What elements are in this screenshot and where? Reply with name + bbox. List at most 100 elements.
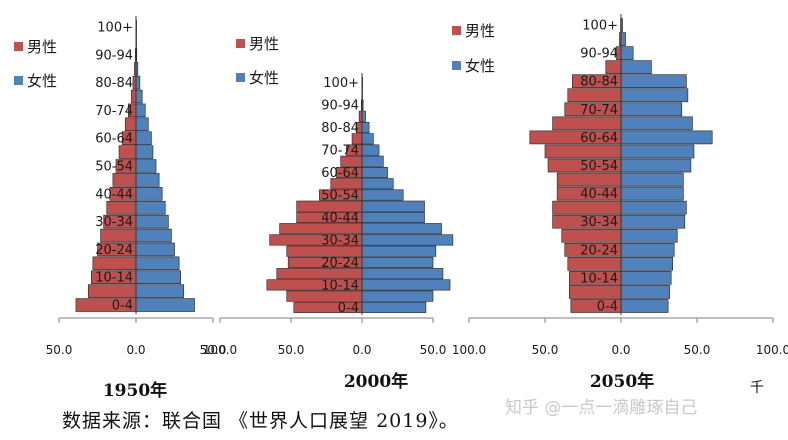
year-caption-2050: 2050年 [590,371,654,392]
bar-female-10-14 [361,279,451,291]
age-label: 40-44 [580,187,618,202]
bar-female-50-54 [361,189,404,201]
bar-female-5-9 [620,285,670,299]
bar-female-75-79 [620,88,689,103]
unit-label: 千 [750,380,764,396]
bar-female-30-34 [361,234,454,246]
legend-label-male: 男性 [27,38,57,56]
x-tick-label: 0.0 [611,343,630,357]
bar-female-40-44 [620,186,684,201]
bar-female-5-9 [361,290,434,302]
age-label: 70-74 [95,104,133,119]
bar-female-50-54 [135,159,157,173]
age-label: 50-54 [580,159,618,174]
age-label: 70-74 [580,103,618,118]
age-label: 100+ [97,20,133,35]
age-label: 90-94 [321,99,359,114]
age-label: 100+ [582,19,618,34]
bar-male-65-69 [124,117,137,132]
x-tick-label: 100.0 [756,343,788,357]
age-label: 20-24 [321,256,359,271]
age-label: 10-14 [580,271,618,286]
legend-label-female: 女性 [465,57,495,75]
age-label: 100+ [323,76,359,91]
x-tick-label: 50.0 [278,343,305,357]
bar-male-25-29 [100,228,137,243]
bar-male-55-59 [118,145,137,159]
age-label: 60-64 [321,166,359,181]
pyramid-2000: 0-4 10-14 20-24 30-34 40-44 50-54 60-64 70-74 80… [203,35,454,357]
age-label: 60-64 [95,132,133,147]
bar-female-60-64 [135,131,152,145]
bar-female-20-24 [361,256,434,268]
legend-label-male: 男性 [465,22,495,40]
x-tick-label: 50.0 [684,343,711,357]
bar-female-40-44 [361,211,425,224]
bar-female-60-64 [361,166,388,179]
bar-female-35-39 [620,200,687,215]
age-label: 30-34 [580,215,618,230]
bar-female-85-89 [620,60,652,74]
bar-male-65-69 [552,116,622,131]
bar-female-35-39 [135,200,166,215]
bar-female-20-24 [135,242,175,257]
bar-female-70-74 [620,102,683,117]
x-tick-label: 0.0 [352,343,371,357]
bar-female-50-54 [620,158,692,173]
bar-male-75-79 [567,88,622,103]
watermark: 知乎 @一点一滴雕琢自己 [505,398,697,418]
bar-male-35-39 [106,200,137,215]
bar-female-45-49 [135,173,160,187]
age-label: 90-94 [95,48,133,63]
bar-male-15-19 [92,256,137,271]
bar-female-90-94 [620,46,634,60]
age-label: 80-84 [580,75,618,90]
age-label: 50-54 [95,160,133,175]
bar-male-85-89 [605,60,622,74]
age-label: 90-94 [580,47,618,62]
bar-female-85-89 [361,110,366,122]
bar-male-5-9 [569,285,622,299]
legend-swatch-female [452,61,461,70]
bar-female-55-59 [135,145,154,159]
bar-female-55-59 [361,178,394,190]
age-label: 40-44 [95,187,133,202]
bar-male-5-9 [87,284,137,298]
x-tick-label: 0.0 [126,343,145,357]
bar-female-30-34 [620,214,686,229]
x-tick-label: 100.0 [203,343,237,357]
bar-female-0-4 [361,301,427,313]
bar-female-80-84 [135,75,141,90]
year-caption-2000: 2000年 [344,371,408,392]
legend-swatch-male [14,42,23,51]
bar-female-95-99 [620,32,626,46]
x-tick-label: 50.0 [200,343,227,357]
bar-male-45-49 [112,173,137,187]
bar-female-15-19 [135,256,180,271]
bar-female-10-14 [135,270,181,285]
bar-female-0-4 [620,299,669,313]
age-label: 60-64 [580,131,618,146]
pyramid-1950: 0-4 10-14 20-24 30-34 40-44 50-54 60-64 70-74 80… [14,16,226,357]
age-label: 80-84 [321,121,359,136]
age-label: 30-34 [95,215,133,230]
bar-male-75-79 [131,89,137,104]
bar-female-80-84 [620,74,687,89]
bar-male-55-59 [544,144,622,159]
bar-female-65-69 [620,116,693,131]
bar-female-30-34 [135,214,169,229]
year-caption-1950: 1950年 [103,380,167,401]
x-tick-label: 50.0 [46,343,73,357]
bar-female-70-74 [361,144,380,156]
age-label: 0-4 [338,301,359,316]
bar-female-20-24 [620,242,675,257]
age-label: 0-4 [597,299,618,314]
pyramid-2050: 0-4 10-14 20-24 30-34 40-44 50-54 60-64 70-74 80… [452,14,788,357]
bar-female-60-64 [620,130,713,145]
bar-female-45-49 [361,200,425,212]
legend-swatch-male [452,26,461,35]
bar-female-75-79 [135,89,143,104]
